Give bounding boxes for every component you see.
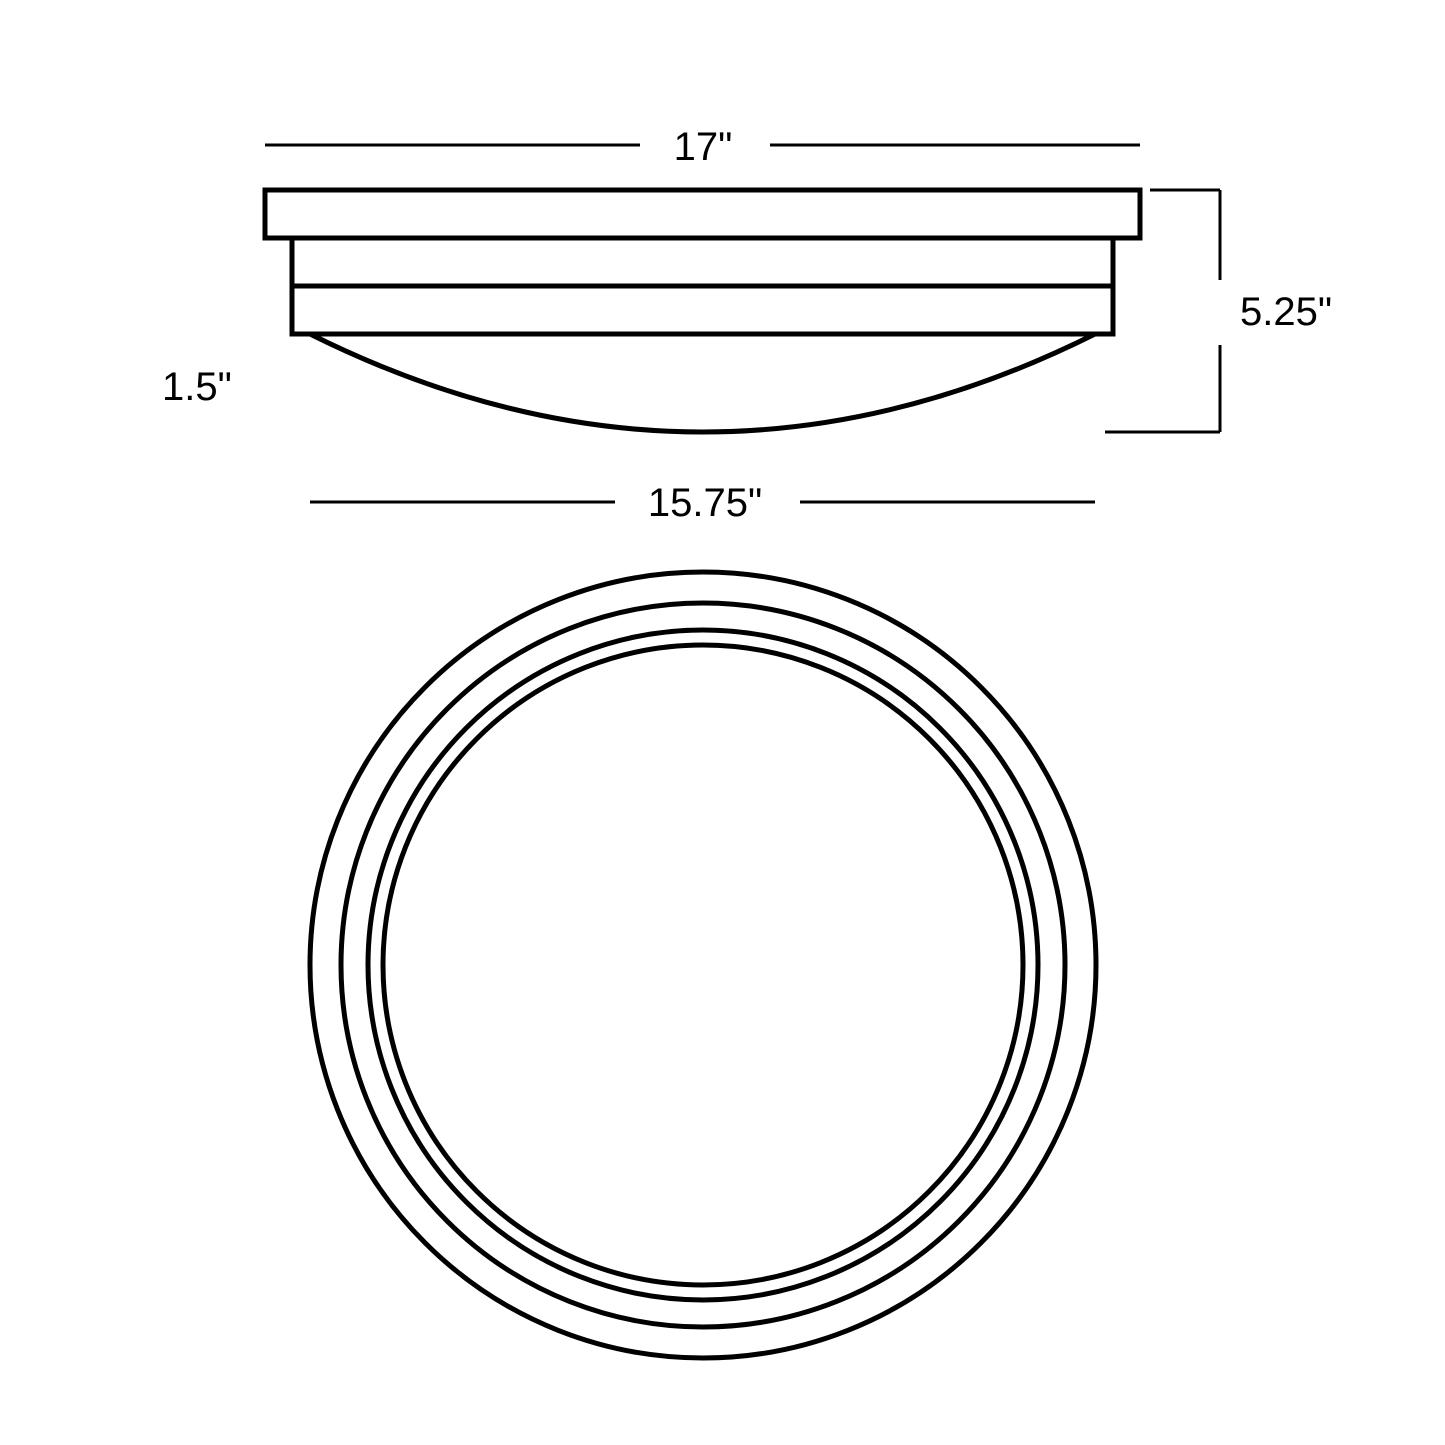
bottom-view — [310, 572, 1096, 1358]
right-height-label: 5.25" — [1240, 290, 1332, 334]
left-height-label: 1.5" — [162, 365, 232, 409]
left-height-dimension: 1.5" — [162, 365, 232, 409]
side-view — [265, 190, 1140, 432]
bottom-width-dimension: 15.75" — [310, 481, 1095, 525]
top-width-dimension: 17" — [265, 125, 1140, 169]
drawing-svg: 17" 5.25" 1.5" 15.75" — [0, 0, 1445, 1445]
bottom-width-label: 15.75" — [648, 481, 762, 525]
top-width-label: 17" — [674, 125, 733, 169]
technical-drawing: 17" 5.25" 1.5" 15.75" — [0, 0, 1445, 1445]
